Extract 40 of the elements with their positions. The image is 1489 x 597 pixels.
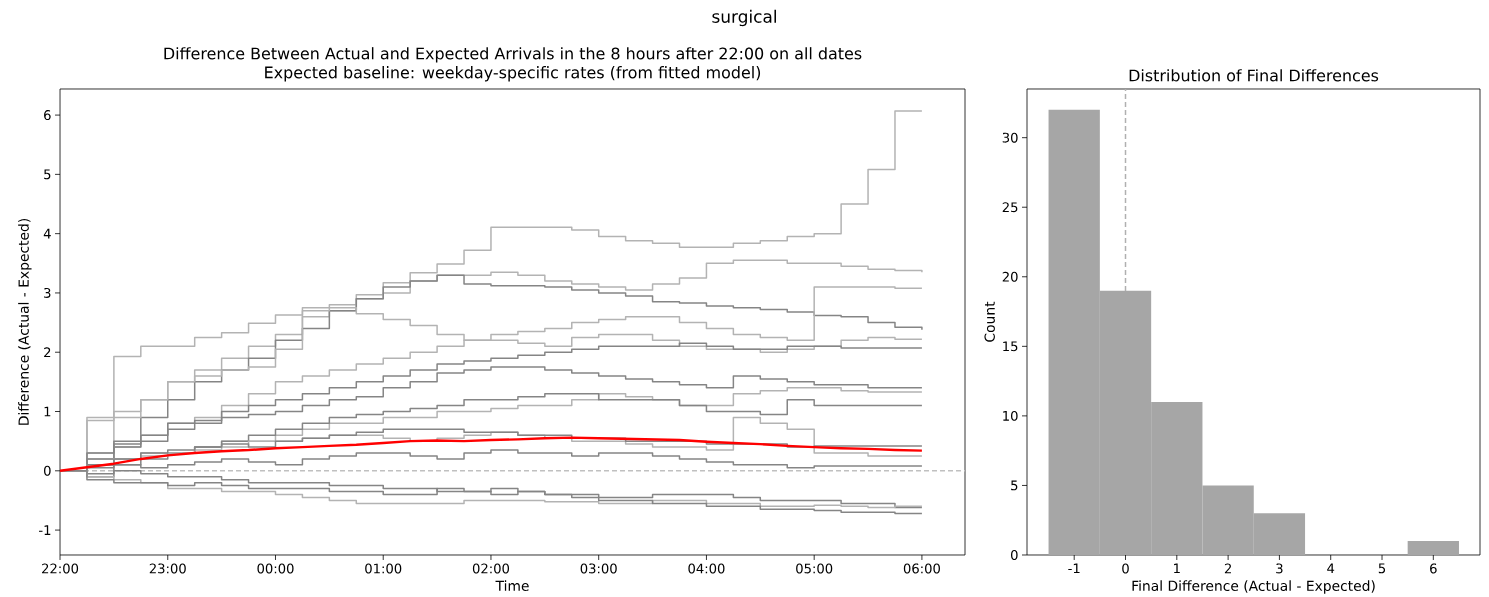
y-tick-label: 5 [1011, 480, 1018, 491]
x-tick-label: 1 [1174, 563, 1180, 574]
x-axis-title: Final Difference (Actual - Expected) [1132, 580, 1375, 594]
x-tick-label: 0 [1122, 563, 1129, 574]
y-tick-label: 25 [1002, 202, 1018, 213]
y-tick-label: 10 [1003, 410, 1018, 421]
x-tick-label: 23:00 [149, 563, 186, 574]
x-tick-label: 04:00 [688, 563, 725, 574]
x-tick-label: 02:00 [472, 563, 510, 574]
chart-subtitle: Expected baseline: weekday-specific rates (from fitted model) [265, 66, 761, 82]
y-tick-label: -1 [39, 525, 51, 535]
y-tick-label: 3 [44, 287, 51, 298]
x-axis-title: Time [495, 580, 529, 592]
text: surgical [712, 9, 776, 27]
x-tick-label: 3 [1276, 563, 1283, 574]
y-tick-label: 6 [44, 110, 51, 121]
y-tick-label: 30 [1002, 132, 1018, 143]
y-axis-title: Count [984, 301, 995, 342]
x-tick-label: 01:00 [365, 563, 402, 574]
x-tick-label: -1 [1068, 563, 1080, 574]
x-tick-label: 22:00 [42, 563, 79, 574]
x-tick-label: 00:00 [257, 563, 294, 574]
chart-title: Difference Between Actual and Expected Arrivals in the 8 hours after 22:00 on all dates [164, 47, 862, 63]
y-tick-label: 0 [1010, 550, 1018, 560]
x-tick-label: 6 [1430, 563, 1437, 574]
y-tick-label: 15 [1003, 341, 1018, 352]
y-tick-label: 2 [44, 347, 51, 358]
y-tick-label: 0 [44, 465, 51, 476]
y-tick-label: 1 [44, 406, 51, 417]
chart-title: Distribution of Final Differences [1129, 69, 1379, 82]
x-tick-label: 03:00 [580, 563, 617, 574]
y-axis-title: Difference (Actual - Expected) [18, 218, 32, 425]
x-tick-label: 4 [1327, 563, 1335, 574]
x-tick-label: 5 [1378, 563, 1386, 574]
y-tick-label: 5 [44, 169, 51, 180]
y-tick-label: 20 [1002, 271, 1018, 282]
y-tick-label: 4 [43, 228, 51, 239]
x-tick-label: 06:00 [903, 563, 940, 574]
x-tick-label: 05:00 [796, 563, 833, 574]
x-tick-label: 2 [1224, 563, 1231, 574]
